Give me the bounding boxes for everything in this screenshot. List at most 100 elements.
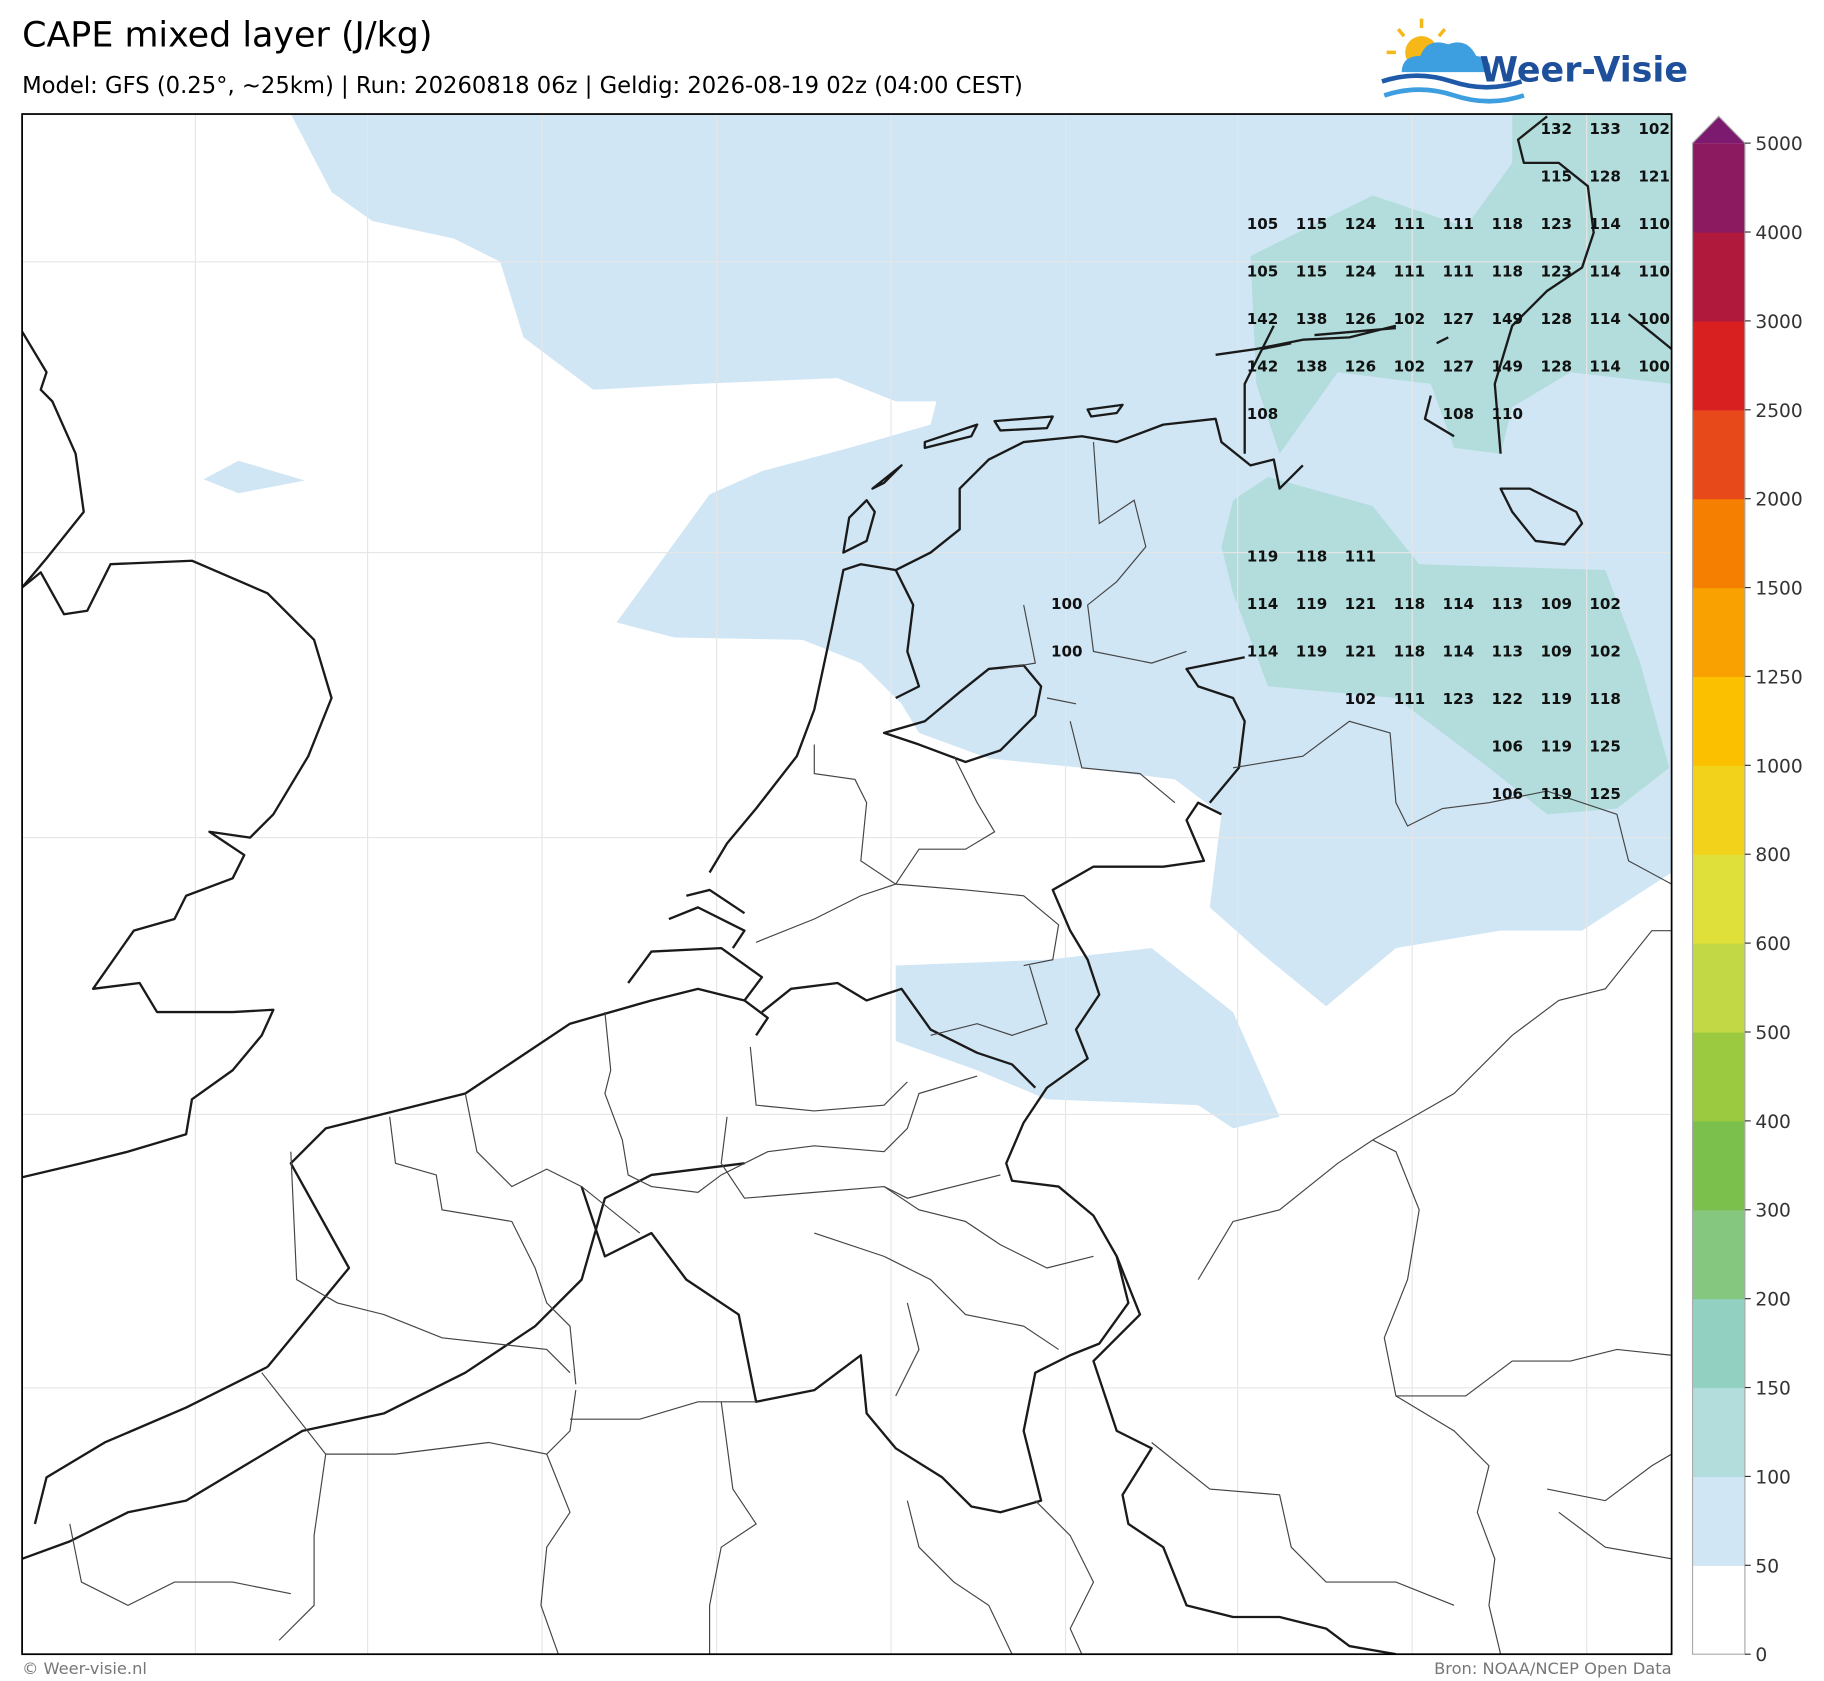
value-label: 126: [1345, 357, 1377, 375]
value-label: 121: [1638, 167, 1670, 185]
value-label: 119: [1540, 690, 1572, 708]
value-label: 124: [1345, 262, 1377, 280]
cape-fields: [203, 114, 1672, 1129]
colorbar-tick-label: 150: [1755, 1379, 1791, 1400]
value-label: 102: [1394, 357, 1426, 375]
colorbar-tick-label: 200: [1755, 1290, 1791, 1311]
value-label: 114: [1589, 262, 1621, 280]
value-label: 105: [1247, 262, 1279, 280]
value-label: 115: [1540, 167, 1572, 185]
value-label: 119: [1540, 785, 1572, 803]
value-label: 149: [1491, 310, 1523, 328]
value-label: 109: [1540, 595, 1572, 613]
footer-right: Bron: NOAA/NCEP Open Data: [1434, 1659, 1672, 1678]
value-label: 111: [1345, 547, 1377, 565]
colorbar-band: [1692, 676, 1745, 766]
map: 132 133 102 115 128 121 105 115 124 111 111 118 123 1…: [22, 114, 1672, 1655]
colorbar-tick-label: 0: [1755, 1645, 1767, 1666]
colorbar-tick-label: 500: [1755, 1023, 1791, 1044]
subtitle: Model: GFS (0.25°, ~25km) | Run: 2026081…: [22, 73, 1023, 99]
value-label: 109: [1540, 643, 1572, 661]
value-label: 118: [1394, 595, 1426, 613]
value-label: 100: [1638, 357, 1670, 375]
value-label: 119: [1296, 643, 1328, 661]
colorbar-band: [1692, 1031, 1745, 1122]
value-label: 142: [1247, 310, 1279, 328]
value-label: 118: [1491, 215, 1523, 233]
borders: [69, 442, 1672, 1655]
colorbar-outline: [1691, 115, 1746, 1655]
value-label: 118: [1394, 643, 1426, 661]
graticule: [22, 114, 1672, 1655]
value-label: 111: [1443, 215, 1475, 233]
colorbar-tick-label: 400: [1755, 1112, 1791, 1133]
value-label: 108: [1247, 405, 1279, 423]
value-label: 127: [1443, 357, 1475, 375]
map-frame: [21, 113, 1673, 1656]
colorbar-band: [1692, 320, 1745, 411]
cape-area: [895, 948, 1280, 1129]
value-label: 119: [1296, 595, 1328, 613]
value-label: 102: [1589, 643, 1621, 661]
value-labels: 132 133 102 115 128 121 105 115 124 111 111 118 123 1…: [1051, 120, 1670, 803]
value-label: 114: [1589, 357, 1621, 375]
value-label: 118: [1491, 262, 1523, 280]
value-label: 110: [1491, 405, 1523, 423]
value-label: 106: [1491, 738, 1523, 756]
cape-area: [1221, 476, 1670, 815]
colorbar-band: [1692, 1565, 1745, 1655]
value-label: 123: [1443, 690, 1475, 708]
colorbar-band: [1692, 943, 1745, 1033]
value-label: 138: [1296, 357, 1328, 375]
value-label: 138: [1296, 310, 1328, 328]
footer-left: © Weer-visie.nl: [22, 1659, 147, 1678]
colorbar-band: [1692, 1476, 1745, 1566]
value-label: 123: [1540, 215, 1572, 233]
colorbar-extend: [1692, 116, 1745, 144]
colorbar-band: [1692, 1387, 1745, 1478]
colorbar-band: [1692, 232, 1745, 322]
value-label: 111: [1443, 262, 1475, 280]
colorbar-tick-label: 1500: [1755, 579, 1802, 600]
colorbar-band: [1692, 765, 1745, 855]
cape-area: [1250, 114, 1672, 454]
value-label: 111: [1394, 262, 1426, 280]
colorbar-band: [1692, 1209, 1745, 1300]
value-label: 118: [1296, 547, 1328, 565]
colorbar-tick-label: 800: [1755, 845, 1791, 866]
value-label: 128: [1540, 310, 1572, 328]
value-label: 113: [1491, 643, 1523, 661]
colorbar-tick-label: 1250: [1755, 667, 1802, 688]
value-label: 110: [1638, 215, 1670, 233]
logo-wave: [1381, 73, 1523, 90]
value-label: 114: [1443, 643, 1475, 661]
colorbar-band: [1692, 1298, 1745, 1389]
value-label: 105: [1247, 215, 1279, 233]
colorbar-band: [1692, 409, 1745, 500]
value-label: 132: [1540, 120, 1572, 138]
value-label: 114: [1247, 643, 1279, 661]
colorbar-tick-label: 50: [1755, 1556, 1779, 1577]
value-label: 100: [1638, 310, 1670, 328]
value-label: 100: [1051, 595, 1083, 613]
value-label: 121: [1345, 643, 1377, 661]
value-label: 128: [1589, 167, 1621, 185]
colorbar-tick-label: 3000: [1755, 312, 1802, 333]
value-label: 125: [1589, 785, 1621, 803]
value-label: 102: [1394, 310, 1426, 328]
value-label: 114: [1589, 215, 1621, 233]
value-label: 111: [1394, 215, 1426, 233]
value-label: 125: [1589, 738, 1621, 756]
colorbar-band: [1692, 498, 1745, 589]
value-label: 110: [1638, 262, 1670, 280]
colorbar-tick-label: 5000: [1755, 134, 1802, 155]
colorbar-band: [1692, 143, 1745, 233]
value-label: 114: [1589, 310, 1621, 328]
value-label: 118: [1589, 690, 1621, 708]
value-label: 106: [1491, 785, 1523, 803]
value-label: 121: [1345, 595, 1377, 613]
value-label: 122: [1491, 690, 1523, 708]
value-label: 113: [1491, 595, 1523, 613]
colorbar-tick-label: 4000: [1755, 223, 1802, 244]
